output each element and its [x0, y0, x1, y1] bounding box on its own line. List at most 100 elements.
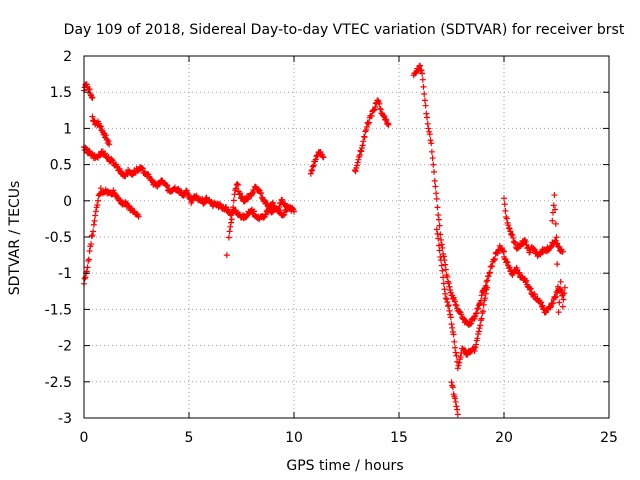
point-s5-6 — [230, 204, 237, 211]
point-s9-60 — [452, 301, 459, 308]
y-tick-label-9: -2.5 — [45, 375, 72, 391]
point-s13-53 — [538, 299, 545, 306]
point-s11-5 — [452, 395, 458, 402]
point-s9-16 — [421, 97, 428, 104]
point-s8-4 — [354, 159, 361, 166]
point-s9-26 — [428, 148, 435, 155]
point-s10-8 — [439, 267, 446, 274]
point-s5-2 — [227, 223, 234, 230]
point-s5-1 — [226, 228, 233, 235]
point-s4-78 — [135, 213, 142, 220]
point-s14-4 — [552, 206, 559, 213]
point-s4-17 — [92, 208, 99, 215]
point-s3-0 — [89, 113, 96, 120]
point-s14-15 — [559, 303, 566, 310]
axis-ticks: 0 5 10 15 20 25 2 1.5 1 0.5 0 -0.5 -1 -1.5 -2 -2.5 -3 — [45, 49, 618, 446]
point-s9-34 — [434, 204, 441, 211]
point-s14-3 — [551, 192, 558, 199]
series-s13 — [501, 253, 566, 316]
point-s4-13 — [90, 228, 97, 235]
point-s5-13 — [235, 182, 241, 189]
data-points — [81, 62, 568, 418]
y-tick-label-7: -1.5 — [45, 302, 72, 318]
point-s14-7 — [554, 261, 561, 268]
point-s8-10 — [358, 144, 365, 151]
point-s10-31 — [455, 362, 462, 369]
y-tick-label-0: 2 — [63, 49, 72, 65]
point-s9-109 — [487, 269, 493, 276]
point-s5-3 — [228, 219, 234, 226]
point-s13-22 — [516, 269, 523, 276]
point-s5-72 — [276, 204, 283, 211]
point-s3-24 — [106, 141, 113, 148]
point-s9-18 — [423, 110, 430, 117]
point-s13-7 — [505, 265, 512, 272]
point-s1-12 — [89, 94, 96, 101]
point-s10-22 — [449, 324, 456, 331]
point-s10-61 — [476, 325, 483, 332]
point-s7-0 — [307, 170, 314, 177]
point-s14-13 — [558, 287, 565, 294]
point-s12-84 — [559, 248, 566, 255]
point-s5-36 — [251, 189, 258, 196]
point-s5-63 — [270, 199, 276, 206]
point-s9-90 — [473, 309, 480, 316]
point-s10-64 — [478, 315, 485, 322]
point-s4-10 — [88, 241, 94, 248]
point-s10-34 — [457, 354, 464, 361]
point-s6-0 — [223, 252, 230, 259]
point-s10-69 — [482, 295, 489, 302]
point-s14-10 — [556, 299, 563, 306]
point-s2-300 — [291, 208, 297, 215]
point-s5-10 — [232, 185, 239, 192]
point-s10-11 — [441, 286, 448, 293]
point-s9-68 — [458, 311, 465, 318]
point-s10-72 — [484, 284, 491, 291]
point-s9-29 — [431, 168, 437, 175]
point-s10-21 — [448, 321, 455, 328]
point-s10-16 — [445, 303, 451, 310]
point-s10-26 — [452, 344, 458, 351]
point-s9-91 — [474, 305, 481, 312]
point-s10-2 — [435, 235, 442, 242]
point-s8-1 — [352, 168, 359, 175]
point-s14-2 — [550, 202, 557, 209]
series-s4 — [81, 185, 142, 287]
point-s12-1 — [501, 201, 508, 208]
point-s10-30 — [454, 365, 461, 372]
point-s9-97 — [478, 292, 485, 299]
point-s14-8 — [554, 283, 561, 290]
point-s9-129 — [501, 248, 507, 255]
point-s4-6 — [85, 257, 92, 264]
point-s11-9 — [454, 411, 461, 418]
point-s5-12 — [234, 181, 241, 188]
y-tick-label-2: 1 — [63, 121, 72, 137]
point-s10-9 — [440, 274, 447, 281]
point-s11-0 — [448, 379, 455, 386]
point-s13-38 — [527, 285, 534, 292]
point-s12-6 — [505, 222, 512, 229]
point-s9-30 — [431, 177, 438, 184]
point-s14-6 — [553, 234, 560, 241]
point-s9-23 — [426, 131, 433, 138]
point-s5-5 — [229, 208, 236, 215]
point-s13-8 — [506, 264, 513, 271]
point-s12-66 — [547, 243, 554, 250]
point-s8-41 — [380, 112, 387, 119]
point-s10-0 — [433, 226, 440, 233]
point-s8-29 — [372, 104, 379, 111]
point-s9-8 — [416, 63, 423, 70]
point-s9-51 — [446, 283, 453, 290]
point-s9-107 — [485, 273, 492, 280]
chart-title: Day 109 of 2018, Sidereal Day-to-day VTE… — [64, 22, 625, 38]
point-s12-4 — [503, 215, 510, 222]
point-s9-27 — [429, 155, 436, 162]
point-s8-7 — [356, 151, 363, 158]
point-s2-243 — [251, 208, 258, 215]
point-s14-16 — [560, 296, 567, 303]
point-s4-20 — [95, 197, 101, 204]
point-s13-67 — [547, 303, 554, 310]
point-s8-9 — [358, 148, 365, 155]
x-tick-label-3: 15 — [390, 430, 408, 446]
point-s10-6 — [438, 257, 444, 264]
